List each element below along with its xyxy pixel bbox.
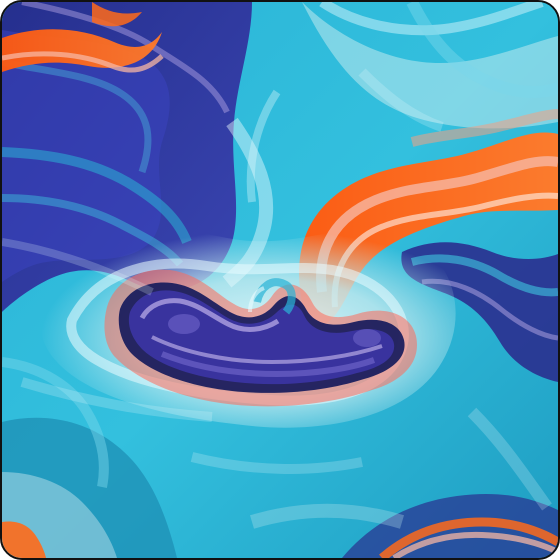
aqua-ribbons-top-right bbox=[302, 2, 558, 129]
bottom-right-swirls bbox=[249, 493, 558, 558]
orange-streak-top-left bbox=[2, 2, 164, 73]
bottom-left-swirls bbox=[2, 357, 177, 558]
center-navy-bowl bbox=[104, 269, 417, 407]
texture-lines bbox=[2, 68, 552, 511]
